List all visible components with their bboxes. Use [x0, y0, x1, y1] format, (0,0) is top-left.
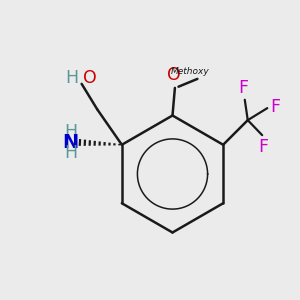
Text: Methoxy: Methoxy: [170, 68, 209, 76]
Text: N: N: [63, 133, 79, 152]
Text: F: F: [238, 79, 248, 97]
Text: H: H: [65, 69, 79, 87]
Text: H: H: [64, 143, 77, 161]
Text: O: O: [83, 69, 97, 87]
Text: H: H: [64, 123, 77, 141]
Text: F: F: [258, 138, 268, 156]
Text: F: F: [270, 98, 280, 116]
Text: O: O: [167, 66, 181, 84]
